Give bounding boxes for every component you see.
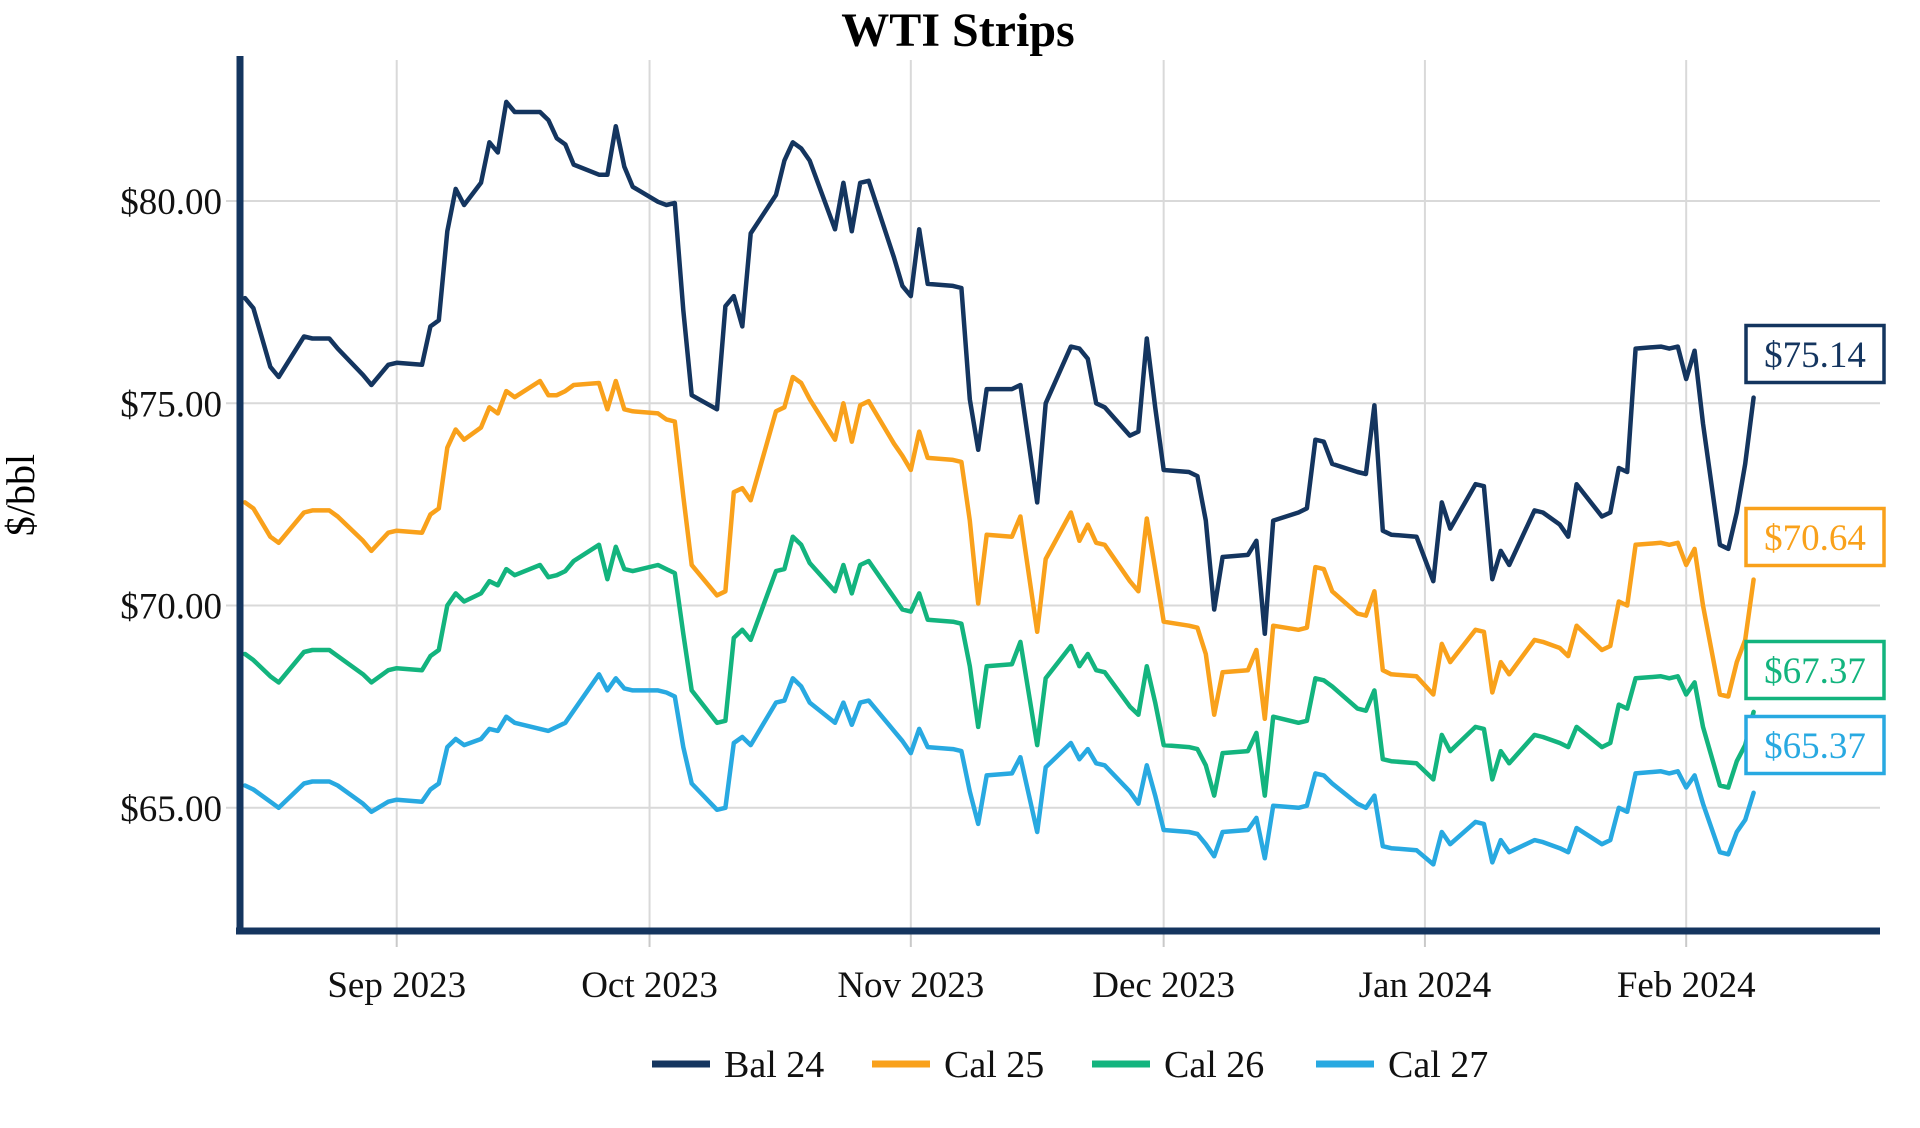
chart-title: WTI Strips (841, 4, 1074, 57)
legend-item-cal-26: Cal 26 (1092, 1044, 1264, 1086)
legend-item-cal-25: Cal 25 (872, 1044, 1044, 1086)
y-axis-title: $/bbl (0, 454, 43, 536)
x-tick-label: Oct 2023 (581, 965, 718, 1006)
end-label-text-cal-25: $70.64 (1764, 518, 1866, 559)
end-label-text-cal-26: $67.37 (1764, 651, 1866, 692)
y-tick-label: $75.00 (120, 384, 222, 425)
legend-item-cal-27: Cal 27 (1316, 1044, 1488, 1086)
legend-label: Bal 24 (724, 1044, 824, 1086)
end-label-text-cal-27: $65.37 (1764, 726, 1866, 767)
x-tick-label: Dec 2023 (1092, 965, 1235, 1006)
end-label-box-cal-26 (1744, 639, 1886, 701)
series-lines (242, 99, 1756, 867)
legend-label: Cal 25 (944, 1044, 1044, 1086)
series-line-cal-27 (242, 672, 1756, 867)
series-line-cal-25 (242, 374, 1756, 722)
axes (236, 56, 1880, 935)
legend-item-bal-24: Bal 24 (652, 1044, 824, 1086)
legend-label: Cal 27 (1388, 1044, 1488, 1086)
end-label-text-bal-24: $75.14 (1764, 335, 1866, 376)
y-tick-label: $65.00 (120, 789, 222, 830)
y-tick-label: $70.00 (120, 587, 222, 628)
series-line-cal-26 (242, 534, 1756, 798)
end-value-labels: $75.14 $70.64 $67.37 $65.37 (1744, 323, 1886, 776)
x-tick-label: Sep 2023 (327, 965, 466, 1006)
legend: Bal 24 Cal 25 Cal 26 Cal 27 (652, 1044, 1488, 1086)
x-tick-label: Feb 2024 (1617, 965, 1756, 1006)
end-label-box-bal-24 (1744, 323, 1886, 385)
end-label-box-cal-27 (1744, 714, 1886, 776)
series-line-bal-24 (242, 99, 1756, 637)
x-tick-label: Jan 2024 (1359, 965, 1492, 1006)
tick-labels: $80.00 $75.00 $70.00 $65.00 Sep 2023 Oct 2023… (120, 182, 1755, 1006)
x-tick-label: Nov 2023 (837, 965, 984, 1006)
gridlines (226, 60, 1880, 947)
end-label-box-cal-25 (1744, 506, 1886, 568)
legend-label: Cal 26 (1164, 1044, 1264, 1086)
y-tick-label: $80.00 (120, 182, 222, 223)
